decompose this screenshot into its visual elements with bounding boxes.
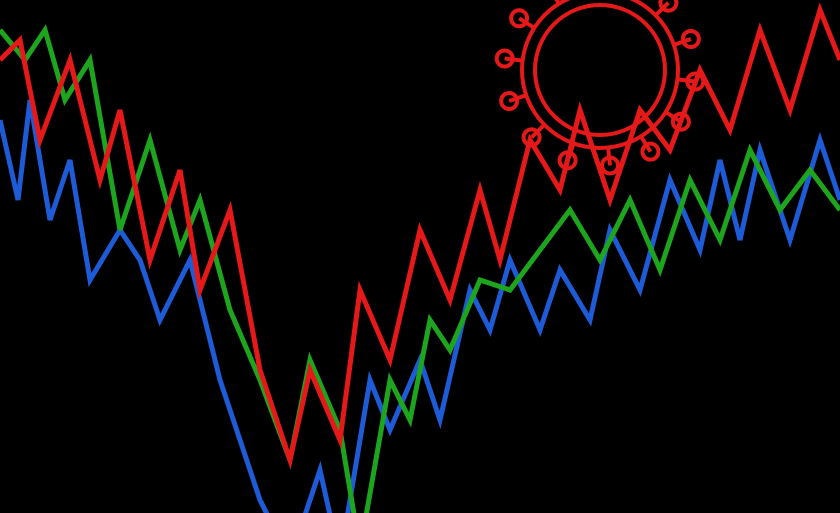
chart-canvas (0, 0, 840, 513)
chart-background (0, 0, 840, 513)
